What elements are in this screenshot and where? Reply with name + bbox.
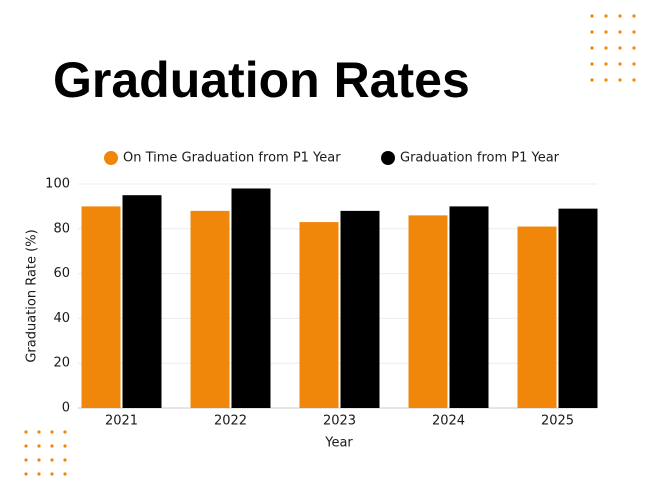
deco-dot (604, 46, 608, 50)
bar (190, 210, 230, 408)
x-axis-label: Year (324, 436, 353, 451)
y-tick-label: 100 (45, 177, 70, 192)
deco-dot (50, 444, 54, 448)
deco-dot (590, 30, 594, 34)
deco-dot (590, 78, 594, 82)
deco-dot (24, 472, 28, 476)
deco-dot (24, 444, 28, 448)
x-tick-label: 2022 (214, 414, 247, 429)
bar (408, 215, 448, 408)
deco-dot (63, 472, 67, 476)
deco-dot (63, 458, 67, 462)
deco-dot (632, 14, 636, 18)
deco-dot (50, 472, 54, 476)
bar (558, 208, 598, 408)
deco-dot (37, 472, 41, 476)
y-tick-label: 20 (53, 356, 70, 371)
deco-dot (618, 14, 622, 18)
bar (81, 206, 121, 408)
y-axis-label: Graduation Rate (%) (25, 229, 40, 362)
bar (299, 222, 339, 408)
deco-dot (618, 62, 622, 66)
deco-dot (24, 430, 28, 434)
deco-dot (50, 430, 54, 434)
deco-dot (604, 62, 608, 66)
legend-marker (104, 151, 118, 165)
legend-marker (381, 151, 395, 165)
y-tick-label: 40 (53, 311, 70, 326)
deco-dot (604, 78, 608, 82)
x-tick-label: 2024 (432, 414, 465, 429)
y-tick-label: 80 (53, 221, 70, 236)
x-tick-label: 2025 (541, 414, 574, 429)
deco-dot (24, 458, 28, 462)
decoration (24, 14, 636, 476)
deco-dot (618, 78, 622, 82)
bar (231, 188, 271, 408)
chart-title: Graduation Rates (53, 52, 470, 108)
bar (340, 210, 380, 408)
deco-dot (604, 14, 608, 18)
deco-dot (632, 30, 636, 34)
deco-dot (63, 444, 67, 448)
y-tick-label: 60 (53, 266, 70, 281)
deco-dot (37, 444, 41, 448)
deco-dot (37, 458, 41, 462)
deco-dot (37, 430, 41, 434)
bar (122, 195, 162, 408)
x-tick-label: 2021 (105, 414, 138, 429)
bar (517, 226, 557, 408)
deco-dot (604, 30, 608, 34)
bar (449, 206, 489, 408)
x-tick-label: 2023 (323, 414, 356, 429)
deco-dot (590, 14, 594, 18)
deco-dot (632, 46, 636, 50)
deco-dot (590, 62, 594, 66)
legend-label: Graduation from P1 Year (400, 151, 560, 166)
y-tick-label: 0 (62, 401, 70, 416)
deco-dot (590, 46, 594, 50)
deco-dot (50, 458, 54, 462)
deco-dot (632, 62, 636, 66)
deco-dot (618, 30, 622, 34)
deco-dot (618, 46, 622, 50)
legend-label: On Time Graduation from P1 Year (123, 151, 341, 166)
deco-dot (63, 430, 67, 434)
deco-dot (632, 78, 636, 82)
